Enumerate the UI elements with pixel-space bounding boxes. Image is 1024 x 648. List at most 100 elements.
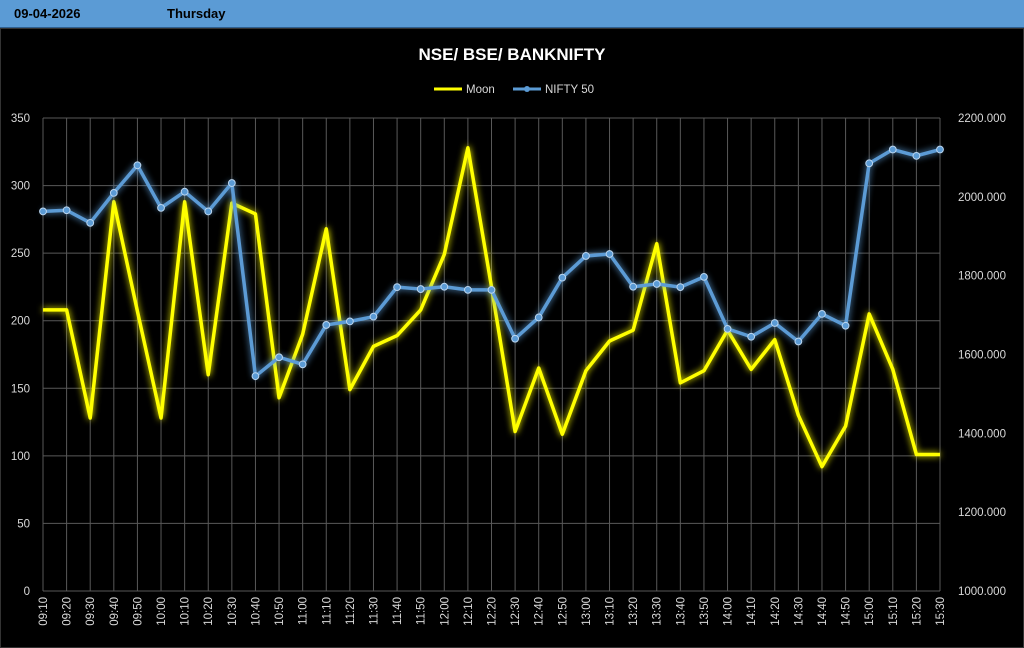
nifty-50-point	[605, 250, 614, 258]
nifty-50-point	[251, 372, 260, 381]
right-axis-ticks: 1000.000 1200.000 1400.000 1600.000 1800.000…	[958, 113, 1006, 598]
right-tick-label: 1400.000	[958, 428, 1006, 440]
x-tick-label: 14:20	[770, 597, 782, 626]
x-tick-label: 10:20	[203, 597, 215, 626]
left-tick-label: 100	[11, 451, 30, 463]
x-tick-label: 14:30	[793, 597, 805, 626]
left-tick-label: 0	[24, 586, 30, 598]
x-tick-label: 12:50	[557, 597, 569, 626]
x-tick-label: 10:10	[180, 597, 192, 626]
left-tick-label: 150	[11, 383, 30, 395]
nifty-50-point	[888, 145, 897, 154]
x-tick-label: 10:00	[156, 597, 168, 626]
right-tick-label: 2200.000	[958, 113, 1006, 125]
x-tick-label: 10:40	[250, 597, 262, 626]
gridlines	[42, 117, 941, 592]
nifty-50-point	[629, 282, 638, 291]
right-tick-label: 1000.000	[958, 586, 1006, 598]
header-date: 09-04-2026	[14, 6, 81, 21]
x-tick-label: 09:20	[62, 597, 74, 626]
nifty-50-point	[86, 218, 95, 227]
nifty-50-point	[487, 285, 496, 294]
nifty-50-point	[440, 282, 449, 291]
line-chart: NSE/ BSE/ BANKNIFTY Moon NIFTY 50 0 50 100…	[11, 45, 1006, 626]
legend: Moon NIFTY 50	[434, 84, 594, 96]
left-tick-label: 350	[11, 113, 30, 125]
nifty-50-point	[345, 317, 354, 326]
nifty-50-point	[180, 187, 189, 196]
nifty-50-point	[62, 206, 71, 215]
x-tick-label: 15:20	[911, 597, 923, 626]
x-tick-label: 13:10	[605, 597, 617, 626]
x-tick-label: 09:30	[85, 597, 97, 626]
nifty-50-point	[511, 334, 520, 343]
x-tick-label: 13:50	[699, 597, 711, 626]
x-axis-ticks: 09:10 09:20 09:30 09:40 09:50 10:00 10:10 10:20…	[38, 597, 947, 626]
x-tick-label: 12:20	[487, 597, 499, 626]
nifty-50-point	[393, 283, 401, 291]
nifty-50-point	[157, 203, 165, 212]
nifty-50-point	[133, 161, 142, 170]
left-tick-label: 50	[17, 518, 30, 530]
right-tick-label: 1800.000	[958, 271, 1006, 283]
nifty-50-point	[463, 285, 472, 294]
legend-moon-label: Moon	[466, 84, 495, 96]
nifty-50-point	[936, 145, 944, 154]
x-tick-label: 15:00	[864, 597, 876, 626]
right-tick-label: 2000.000	[958, 192, 1006, 204]
x-tick-label: 09:10	[38, 597, 50, 626]
nifty-50-point	[747, 332, 756, 341]
nifty-50-point	[275, 353, 283, 362]
x-tick-label: 15:10	[888, 597, 900, 626]
nifty-50-point	[723, 324, 732, 333]
nifty-50-point	[912, 151, 921, 160]
nifty-50-point	[582, 252, 590, 260]
nifty-50-point	[770, 319, 779, 327]
nifty-50-point	[109, 188, 118, 197]
x-tick-label: 12:40	[534, 597, 546, 626]
x-tick-label: 11:20	[345, 597, 357, 625]
x-tick-label: 12:10	[463, 597, 475, 626]
nifty-50-point	[652, 280, 661, 288]
nifty-50-point	[700, 272, 708, 281]
left-tick-label: 200	[11, 316, 30, 328]
nifty-50-point	[865, 159, 874, 168]
x-tick-label: 14:40	[817, 597, 829, 626]
nifty-50-point	[227, 179, 236, 187]
nifty-50-point	[841, 321, 850, 330]
nifty-50-point	[298, 360, 307, 369]
nifty-50-point	[39, 207, 47, 216]
legend-nifty-marker	[524, 86, 530, 92]
x-tick-label: 12:00	[439, 597, 451, 626]
x-tick-label: 14:00	[723, 597, 735, 626]
x-tick-label: 09:40	[109, 597, 121, 626]
header-bar: 09-04-2026 Thursday	[0, 0, 1024, 28]
x-tick-label: 13:30	[652, 597, 664, 626]
x-tick-label: 09:50	[132, 597, 144, 626]
left-axis-ticks: 0 50 100 150 200 250 300 350	[11, 113, 30, 598]
x-tick-label: 14:50	[841, 597, 853, 626]
nifty-50-point	[534, 313, 543, 322]
x-tick-label: 11:10	[321, 597, 333, 625]
right-tick-label: 1600.000	[958, 350, 1006, 362]
x-tick-label: 14:10	[746, 597, 758, 626]
nifty-50-point	[204, 207, 213, 216]
series-lines	[39, 145, 944, 469]
x-tick-label: 13:00	[581, 597, 593, 626]
legend-nifty-label: NIFTY 50	[545, 84, 594, 96]
x-tick-label: 11:50	[416, 597, 428, 625]
nifty-50-point	[369, 312, 378, 321]
x-tick-label: 11:40	[392, 597, 404, 625]
right-tick-label: 1200.000	[958, 507, 1006, 519]
header-day: Thursday	[167, 6, 226, 21]
x-tick-label: 10:30	[227, 597, 239, 626]
chart-title: NSE/ BSE/ BANKNIFTY	[418, 45, 606, 64]
nifty-50-point	[794, 337, 803, 346]
x-tick-label: 12:30	[510, 597, 522, 626]
x-tick-label: 15:30	[935, 597, 947, 626]
x-tick-label: 13:20	[628, 597, 640, 626]
nifty-50-point	[322, 321, 331, 329]
x-tick-label: 13:40	[675, 597, 687, 626]
x-tick-label: 11:00	[298, 597, 310, 625]
nifty-50-point	[558, 273, 567, 282]
